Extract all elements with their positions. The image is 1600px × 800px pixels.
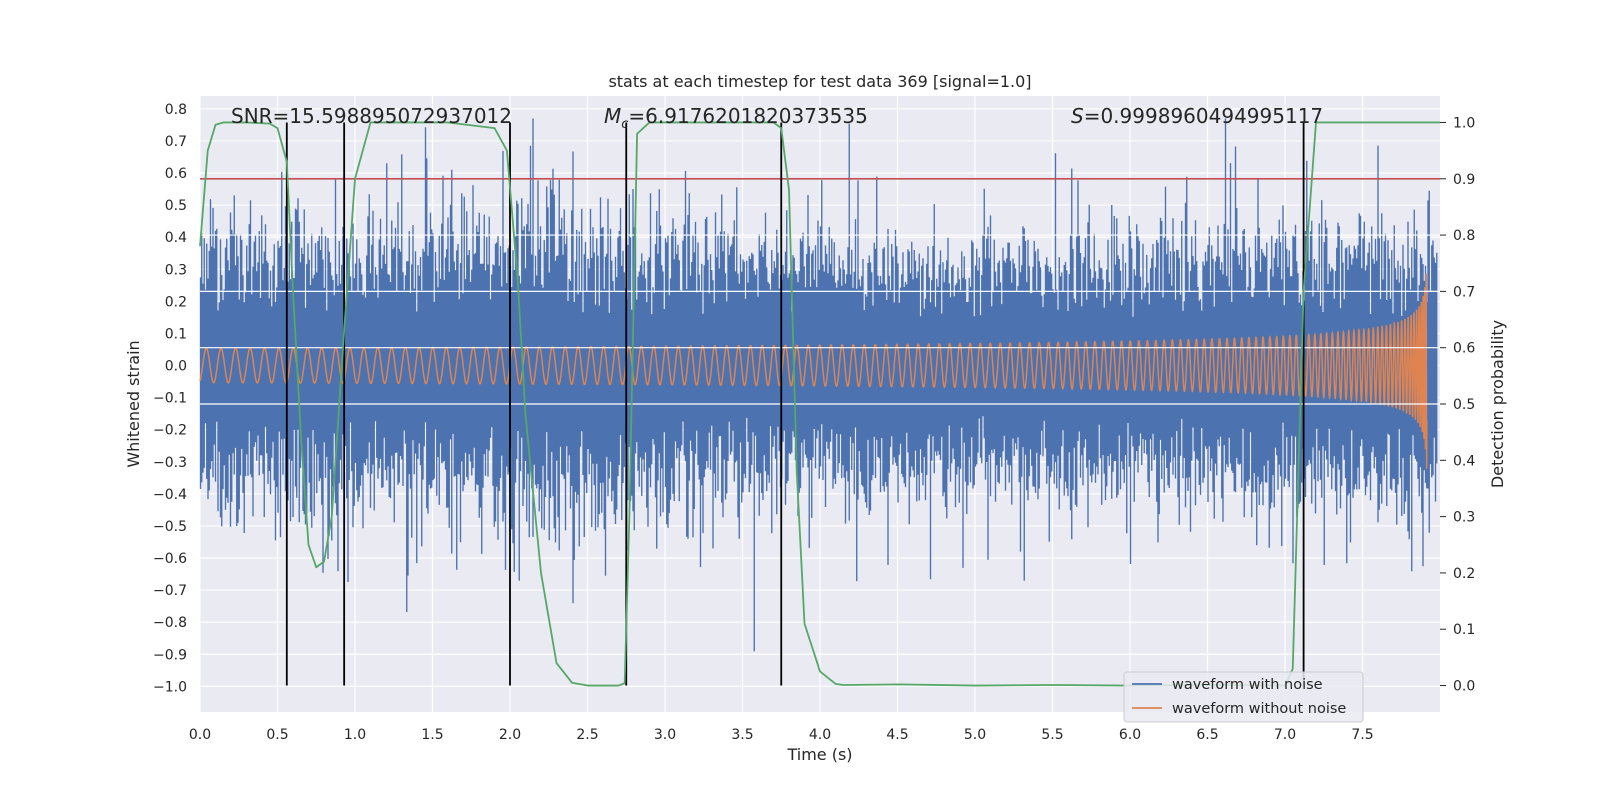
s-annotation: S=0.9998960494995117 <box>1071 104 1323 128</box>
x-tick-label: 0.0 <box>189 727 211 743</box>
y-tick-label-right: 0.1 <box>1453 622 1475 638</box>
x-tick-label: 3.5 <box>731 727 753 743</box>
y-tick-label-left: 0.3 <box>165 262 187 278</box>
y-tick-label-left: 0.2 <box>165 294 187 310</box>
y-axis-left-ticks: 0.8 0.7 0.6 0.5 0.4 0.3 0.2 0.1 0.0 −0.1 −0.2 −0.3 −… <box>153 102 187 695</box>
chirp-mass-annotation: Mc=6.9176201820373535 <box>604 104 868 132</box>
y-tick-label-left: 0.7 <box>165 134 187 150</box>
y-tick-label-left: 0.0 <box>165 359 187 375</box>
x-axis-label: Time (s) <box>786 745 852 764</box>
y-tick-label-left: 0.4 <box>165 230 187 246</box>
legend-label-clean: waveform without noise <box>1172 701 1346 717</box>
y-tick-label-right: 0.7 <box>1453 284 1475 300</box>
y-tick-label-right: 1.0 <box>1453 115 1475 131</box>
y-tick-label-left: 0.5 <box>165 198 187 214</box>
x-tick-label: 4.5 <box>886 727 908 743</box>
y-tick-label-left: 0.1 <box>165 326 187 342</box>
y-axis-right-ticks: 1.0 0.9 0.8 0.7 0.6 0.5 0.4 0.3 0.2 0.1 0.0 <box>1440 115 1475 695</box>
x-tick-label: 1.0 <box>344 727 366 743</box>
y-tick-label-right: 0.5 <box>1453 397 1475 413</box>
y-tick-label-right: 0.6 <box>1453 341 1475 357</box>
x-tick-label: 7.0 <box>1274 727 1296 743</box>
chirp-mass-subscript: c <box>621 117 628 132</box>
detection-markers <box>285 122 1305 686</box>
y-tick-label-right: 0.8 <box>1453 228 1475 244</box>
s-symbol: S <box>1071 104 1084 128</box>
x-tick-label: 5.0 <box>964 727 986 743</box>
y-tick-label-left: 0.6 <box>165 166 187 182</box>
legend-box <box>1123 671 1364 723</box>
y-tick-label-left: −0.9 <box>153 647 187 663</box>
chart-title: stats at each timestep for test data 369… <box>608 72 1031 91</box>
x-tick-label: 5.5 <box>1041 727 1063 743</box>
x-tick-label: 6.5 <box>1196 727 1218 743</box>
right-axis-grid <box>200 234 1440 405</box>
y-tick-label-left: −0.2 <box>153 423 187 439</box>
x-tick-label: 6.0 <box>1119 727 1141 743</box>
y-tick-label-left: −1.0 <box>153 679 187 695</box>
x-tick-label: 3.0 <box>654 727 676 743</box>
y-tick-label-right: 0.4 <box>1453 453 1475 469</box>
y-tick-label-left: −0.4 <box>153 487 187 503</box>
y-tick-label-left: 0.8 <box>165 102 187 118</box>
x-tick-label: 4.0 <box>809 727 831 743</box>
y-tick-label-left: −0.3 <box>153 455 187 471</box>
x-tick-label: 0.5 <box>266 727 288 743</box>
y-tick-label-right: 0.9 <box>1453 172 1475 188</box>
x-tick-label: 1.5 <box>421 727 443 743</box>
y-tick-label-left: −0.8 <box>153 615 187 631</box>
x-axis-ticks: 0.0 0.5 1.0 1.5 2.0 2.5 3.0 3.5 4.0 4.5 5.0 5.5 6.0 6… <box>189 727 1374 743</box>
snr-annotation: SNR=15.598895072937012 <box>231 104 512 128</box>
series-detection-probability <box>199 121 1440 687</box>
y-tick-label-left: −0.5 <box>153 519 187 535</box>
y-tick-label-left: −0.1 <box>153 391 187 407</box>
chirp-mass-symbol: M <box>604 104 621 128</box>
legend-label-noise: waveform with noise <box>1172 677 1323 693</box>
s-value: =0.9998960494995117 <box>1084 104 1323 128</box>
legend: waveform with noise waveform without noi… <box>1123 671 1364 723</box>
y-axis-right-label: Detection probability <box>1488 320 1507 488</box>
y-tick-label-left: −0.7 <box>153 583 187 599</box>
x-tick-label: 2.0 <box>499 727 521 743</box>
y-axis-label: Whitened strain <box>124 340 143 467</box>
chirp-mass-value: =6.9176201820373535 <box>628 104 867 128</box>
y-tick-label-right: 0.3 <box>1453 510 1475 526</box>
x-tick-label: 7.5 <box>1351 727 1373 743</box>
x-tick-label: 2.5 <box>576 727 598 743</box>
y-tick-label-right: 0.0 <box>1453 679 1475 695</box>
clean-waveform-line <box>199 273 1428 469</box>
y-tick-label-right: 0.2 <box>1453 566 1475 582</box>
y-tick-label-left: −0.6 <box>153 551 187 567</box>
probability-line <box>199 121 1440 687</box>
series-waveform-without-noise <box>199 273 1428 469</box>
